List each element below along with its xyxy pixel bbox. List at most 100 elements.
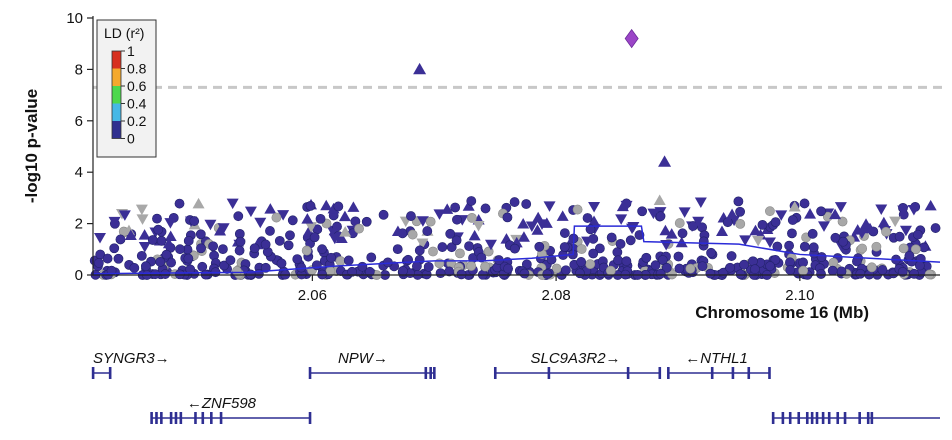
data-point [898, 243, 909, 254]
data-point [572, 204, 583, 215]
data-point [225, 255, 236, 266]
x-tick-label: 2.10 [785, 287, 814, 304]
data-point-triangle-down [692, 216, 705, 228]
gene: SYNGR3→ [91, 350, 170, 379]
data-point [476, 252, 487, 263]
data-point [509, 197, 520, 207]
gene-exon [201, 412, 205, 424]
data-point [735, 218, 746, 229]
data-point [347, 266, 358, 277]
data-point-triangle-up [877, 216, 890, 228]
legend-label: 0.4 [127, 96, 147, 112]
data-point [726, 251, 737, 261]
data-point-triangle-down [472, 220, 485, 232]
gene-exon [150, 412, 153, 424]
gene-exon [626, 367, 630, 379]
gene-exon [810, 412, 814, 424]
data-point-triangle-up [391, 225, 404, 236]
data-point [183, 235, 194, 246]
gene-exon [771, 412, 775, 424]
data-point [156, 235, 167, 246]
gene-label: SYNGR3→ [93, 350, 170, 367]
gene-exon [747, 367, 751, 379]
legend-colorbar-outline [111, 50, 122, 139]
data-point [808, 242, 819, 253]
data-point [361, 216, 372, 227]
data-point-triangle-down [739, 235, 752, 246]
data-point [837, 216, 848, 227]
gene-exon [308, 412, 312, 424]
legend-swatch [112, 86, 121, 104]
data-point-triangle-down [897, 205, 910, 217]
data-point [378, 209, 389, 220]
gene-exon [155, 412, 158, 424]
data-point [621, 256, 632, 267]
recombination-rate-line [92, 225, 941, 275]
data-point [784, 240, 794, 251]
data-point [115, 234, 126, 245]
data-point [866, 262, 877, 273]
y-tick-label: 4 [75, 164, 83, 181]
data-point [698, 236, 709, 247]
gene: SLC9A3R2→ [493, 350, 662, 379]
data-point [765, 261, 775, 271]
data-point [271, 212, 282, 223]
legend-label: 1 [127, 43, 135, 59]
data-point-triangle-up [339, 226, 352, 237]
data-point-triangle-up [335, 232, 348, 243]
data-point [733, 196, 744, 207]
gene-exon [710, 367, 714, 379]
data-point [625, 235, 636, 246]
data-point-triangle-down [752, 235, 765, 247]
data-point-triangle-down [763, 237, 776, 248]
data-point-triangle-up [788, 200, 801, 212]
data-point [807, 228, 818, 239]
gene: NPW→ [308, 350, 436, 379]
data-point [816, 269, 826, 279]
data-point [466, 261, 477, 271]
data-point [830, 232, 841, 243]
data-point-triangle-up [749, 224, 762, 236]
data-point [519, 268, 530, 279]
gene-exon [815, 412, 819, 424]
data-point [657, 255, 668, 265]
legend-items: 1 0.80.6 0.40.2 0 [111, 43, 147, 147]
data-point-triangle-up [616, 200, 629, 212]
data-point [551, 263, 562, 274]
data-point [140, 261, 151, 272]
data-point-triangle-up [829, 208, 842, 220]
gene-exon [858, 412, 861, 424]
data-point [276, 258, 287, 269]
data-point [739, 259, 749, 270]
data-point [175, 244, 185, 255]
data-point [392, 244, 403, 255]
data-point [816, 252, 827, 262]
data-point [102, 253, 113, 264]
data-point [904, 250, 915, 261]
data-point [287, 215, 298, 226]
data-point [521, 259, 532, 270]
data-point [585, 224, 596, 235]
data-point [585, 259, 596, 270]
ld-legend: LD (r²) 1 0.80.6 0.40.2 0 [96, 19, 157, 158]
data-point-triangle-up [347, 201, 360, 212]
data-point [456, 269, 467, 280]
data-point-triangle-down [581, 236, 594, 248]
data-point [613, 255, 623, 266]
data-point [930, 223, 941, 233]
data-point-triangle-down [875, 204, 888, 215]
data-point [274, 235, 285, 246]
data-point [503, 263, 514, 274]
data-point [877, 265, 888, 275]
data-point [301, 245, 312, 256]
y-axis-title: -log10 p-value [22, 89, 41, 203]
data-point [235, 236, 246, 247]
data-point [233, 211, 244, 222]
data-point [722, 217, 733, 228]
data-point [798, 265, 809, 276]
data-point-triangle-up [860, 218, 873, 229]
data-point-triangle-down [543, 201, 556, 212]
data-point [560, 265, 571, 276]
data-point-triangle-down [899, 225, 912, 237]
data-point [435, 268, 446, 279]
